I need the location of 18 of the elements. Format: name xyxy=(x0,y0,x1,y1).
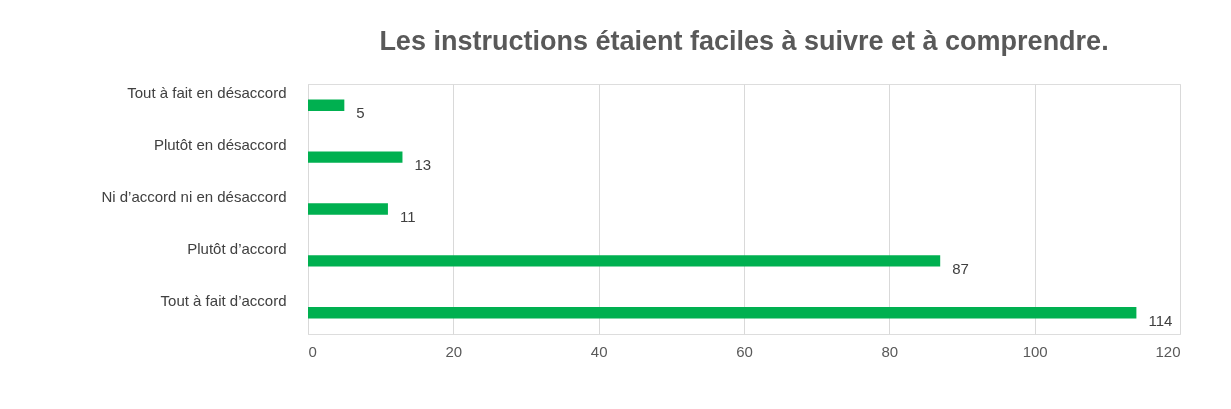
x-tick-label: 60 xyxy=(736,342,753,360)
data-label: 5 xyxy=(356,104,365,122)
x-tick-label: 80 xyxy=(881,342,899,360)
y-tick-label: Tout à fait d’accord xyxy=(160,291,287,309)
x-tick-label: 100 xyxy=(1022,342,1048,360)
y-tick-label: Plutôt d’accord xyxy=(187,239,287,257)
x-tick-label: 20 xyxy=(445,342,463,360)
chart-title: Les instructions étaient faciles à suivre et à comprendre. xyxy=(379,26,1109,56)
x-tick-label: 0 xyxy=(308,342,317,360)
x-tick-label: 120 xyxy=(1155,342,1181,360)
data-label: 114 xyxy=(1148,311,1173,329)
x-tick-label: 40 xyxy=(590,342,608,360)
data-label: 13 xyxy=(414,156,432,174)
data-label: 87 xyxy=(952,259,969,277)
y-tick-label: Ni d’accord ni en désaccord xyxy=(101,188,287,205)
y-tick-label: Plutôt en désaccord xyxy=(153,136,287,154)
data-label: 11 xyxy=(399,208,416,225)
y-tick-label: Tout à fait en désaccord xyxy=(127,84,287,102)
